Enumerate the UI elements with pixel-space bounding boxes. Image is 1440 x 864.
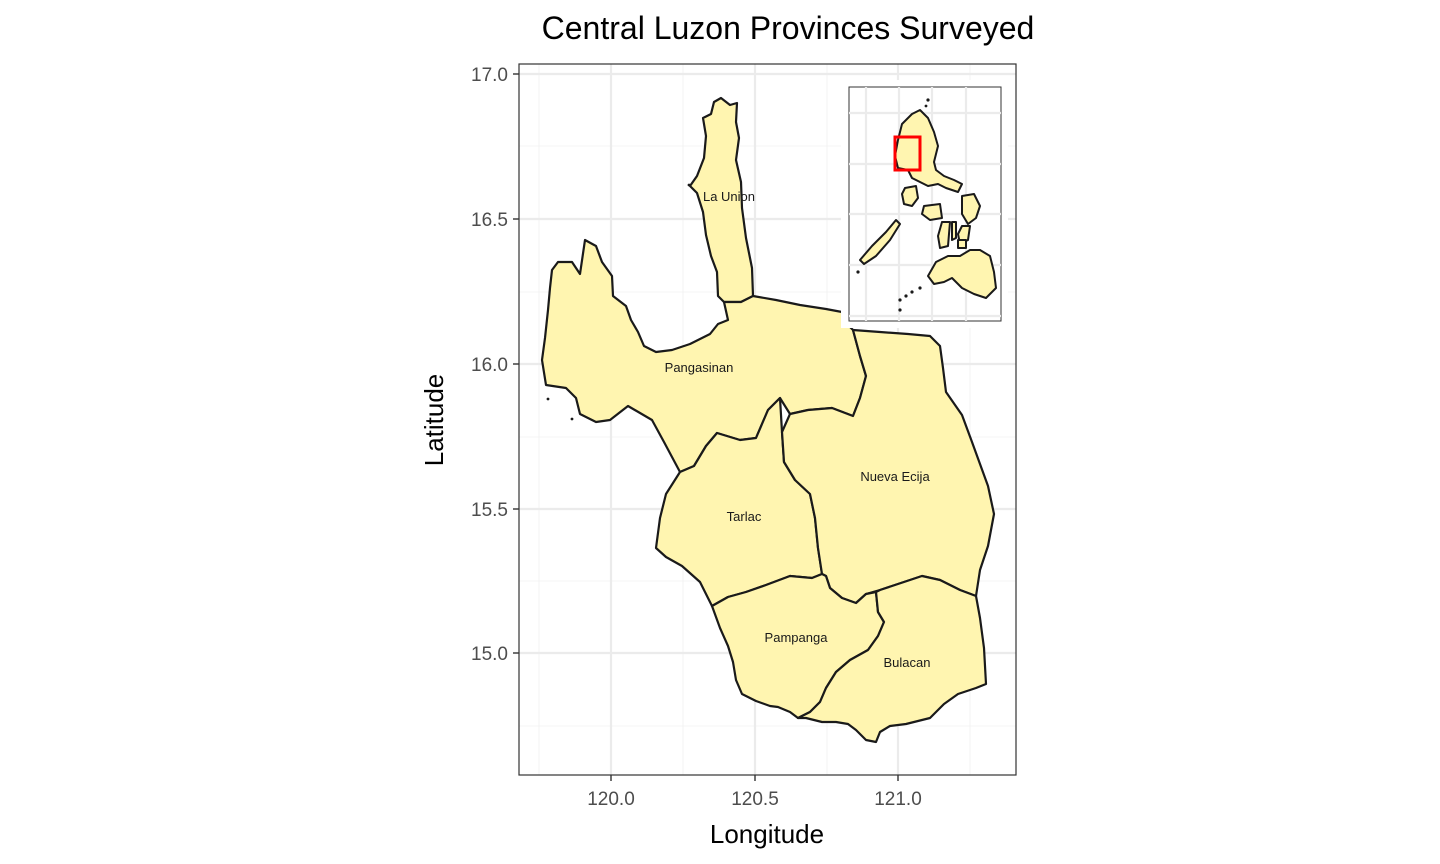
chart-title: Central Luzon Provinces Surveyed [542, 10, 1035, 46]
label-la-union: La Union [703, 189, 755, 204]
provinces-layer [540, 96, 996, 744]
y-axis: 17.0 16.5 16.0 15.5 15.0 [471, 65, 519, 665]
y-tick-label: 16.5 [471, 210, 508, 231]
inset-map [841, 80, 1008, 328]
panel-border [518, 63, 1017, 776]
inset-study-area-box [893, 135, 922, 172]
y-tick-label: 16.0 [471, 355, 508, 376]
label-nueva-ecija: Nueva Ecija [860, 469, 930, 484]
x-axis: 120.0 120.5 121.0 [587, 775, 922, 810]
x-tick-label: 120.0 [587, 789, 635, 810]
province-la-union [688, 96, 755, 304]
province-labels: La Union Pangasinan Tarlac Nueva Ecija P… [665, 189, 931, 670]
label-tarlac: Tarlac [727, 509, 762, 524]
y-axis-title: Latitude [419, 374, 449, 467]
province-bulacan [796, 574, 988, 744]
y-tick-label: 17.0 [471, 65, 508, 86]
y-tick-label: 15.0 [471, 644, 508, 665]
label-pangasinan: Pangasinan [665, 360, 734, 375]
x-tick-label: 121.0 [874, 789, 922, 810]
y-tick-label: 15.5 [471, 500, 508, 521]
x-axis-title: Longitude [710, 819, 824, 849]
x-tick-label: 120.5 [731, 789, 779, 810]
label-pampanga: Pampanga [765, 630, 829, 645]
label-bulacan: Bulacan [884, 655, 931, 670]
